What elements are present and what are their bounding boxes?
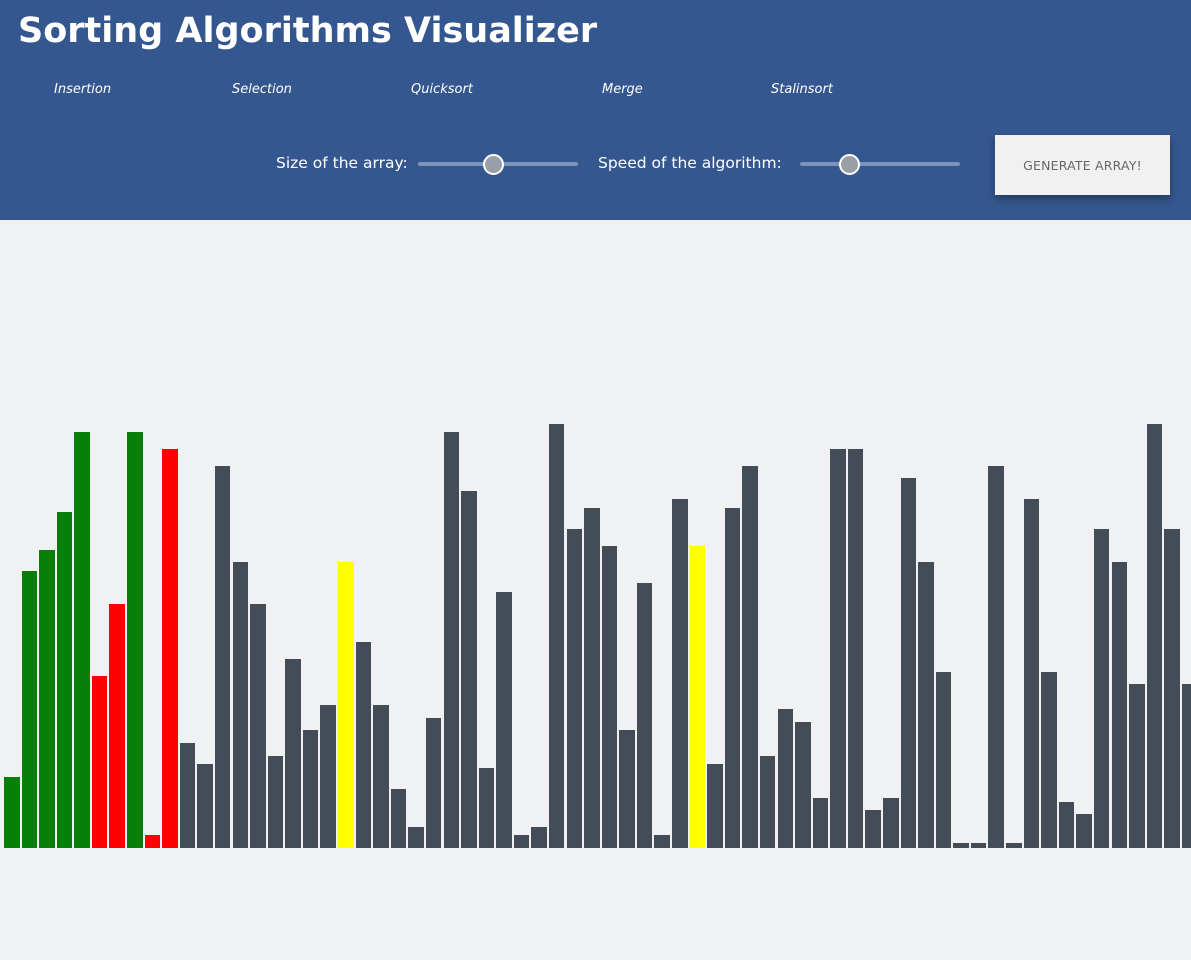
array-bar (601, 545, 618, 848)
array-bar (830, 449, 846, 848)
array-bar (425, 717, 442, 848)
array-bar (338, 562, 354, 848)
array-bar (654, 835, 670, 848)
array-bar (109, 604, 125, 848)
array-bar (970, 843, 987, 848)
array-bar (1058, 801, 1075, 848)
array-bar (74, 432, 90, 848)
array-bar (179, 743, 196, 848)
array-bar (1041, 671, 1057, 848)
array-bar (795, 722, 811, 848)
array-bar (548, 423, 565, 848)
array-bar (918, 562, 934, 848)
array-bar (812, 797, 829, 848)
array-bar (1164, 528, 1180, 848)
array-bar (566, 528, 583, 848)
array-bar (214, 465, 231, 848)
array-bar (390, 789, 407, 848)
array-bar (707, 764, 723, 848)
slider-thumb[interactable] (483, 154, 505, 175)
array-bar (988, 465, 1004, 848)
array-bar (127, 432, 143, 848)
array-bar (935, 671, 952, 848)
array-bar (285, 659, 301, 848)
array-bar (584, 507, 600, 848)
array-bar (1129, 684, 1145, 848)
array-size-label: Size of the array: (276, 154, 408, 172)
array-bar (302, 730, 319, 848)
array-bar (1146, 423, 1163, 848)
array-bar (865, 810, 881, 848)
array-bar (162, 449, 178, 848)
array-bar (144, 835, 161, 848)
array-bar (1006, 843, 1022, 848)
array-bar (1023, 499, 1040, 848)
array-bar (91, 675, 108, 848)
array-bar (513, 835, 530, 848)
array-bar (900, 478, 917, 848)
array-bar (1076, 814, 1092, 848)
array-bar (1093, 528, 1110, 848)
array-bar (461, 491, 477, 848)
generate-array-button[interactable]: GENERATE ARRAY! (995, 135, 1170, 195)
array-bar (953, 843, 969, 848)
array-bar (619, 730, 635, 848)
array-bar (21, 570, 38, 848)
array-bar (250, 604, 266, 848)
array-bar (777, 709, 794, 848)
array-bar (759, 755, 776, 848)
array-bar (689, 545, 706, 848)
array-bar (197, 764, 213, 848)
array-bar (443, 432, 459, 848)
array-bar (39, 549, 55, 848)
array-bar (355, 642, 372, 848)
array-bar (883, 797, 899, 848)
header-bar: Sorting Algorithms Visualizer Insertion … (0, 0, 1191, 220)
array-bar (1111, 562, 1128, 848)
array-bar (742, 465, 758, 848)
array-bar (478, 768, 495, 848)
slider-track (800, 162, 960, 166)
array-bar (672, 499, 688, 848)
array-bar (56, 512, 73, 848)
array-bar (724, 507, 741, 848)
array-bar (531, 827, 547, 848)
array-bar (232, 562, 249, 848)
algorithm-stalinsort-button[interactable]: Stalinsort (771, 82, 833, 97)
array-bar (847, 449, 864, 848)
algorithm-selection-button[interactable]: Selection (232, 82, 292, 97)
slider-thumb[interactable] (838, 154, 860, 175)
speed-label: Speed of the algorithm: (598, 154, 782, 172)
array-bar (373, 705, 389, 848)
algorithm-merge-button[interactable]: Merge (602, 82, 643, 97)
array-bar (408, 827, 424, 848)
page-title: Sorting Algorithms Visualizer (18, 11, 598, 51)
array-size-slider[interactable] (418, 153, 578, 175)
array-bar (4, 776, 20, 848)
speed-slider[interactable] (800, 153, 960, 175)
array-bar (267, 755, 284, 848)
array-bar (496, 591, 512, 848)
algorithm-insertion-button[interactable]: Insertion (54, 82, 112, 97)
algorithm-quicksort-button[interactable]: Quicksort (411, 82, 473, 97)
array-bar (636, 583, 653, 848)
array-bar (320, 705, 336, 848)
array-bar (1181, 684, 1191, 848)
